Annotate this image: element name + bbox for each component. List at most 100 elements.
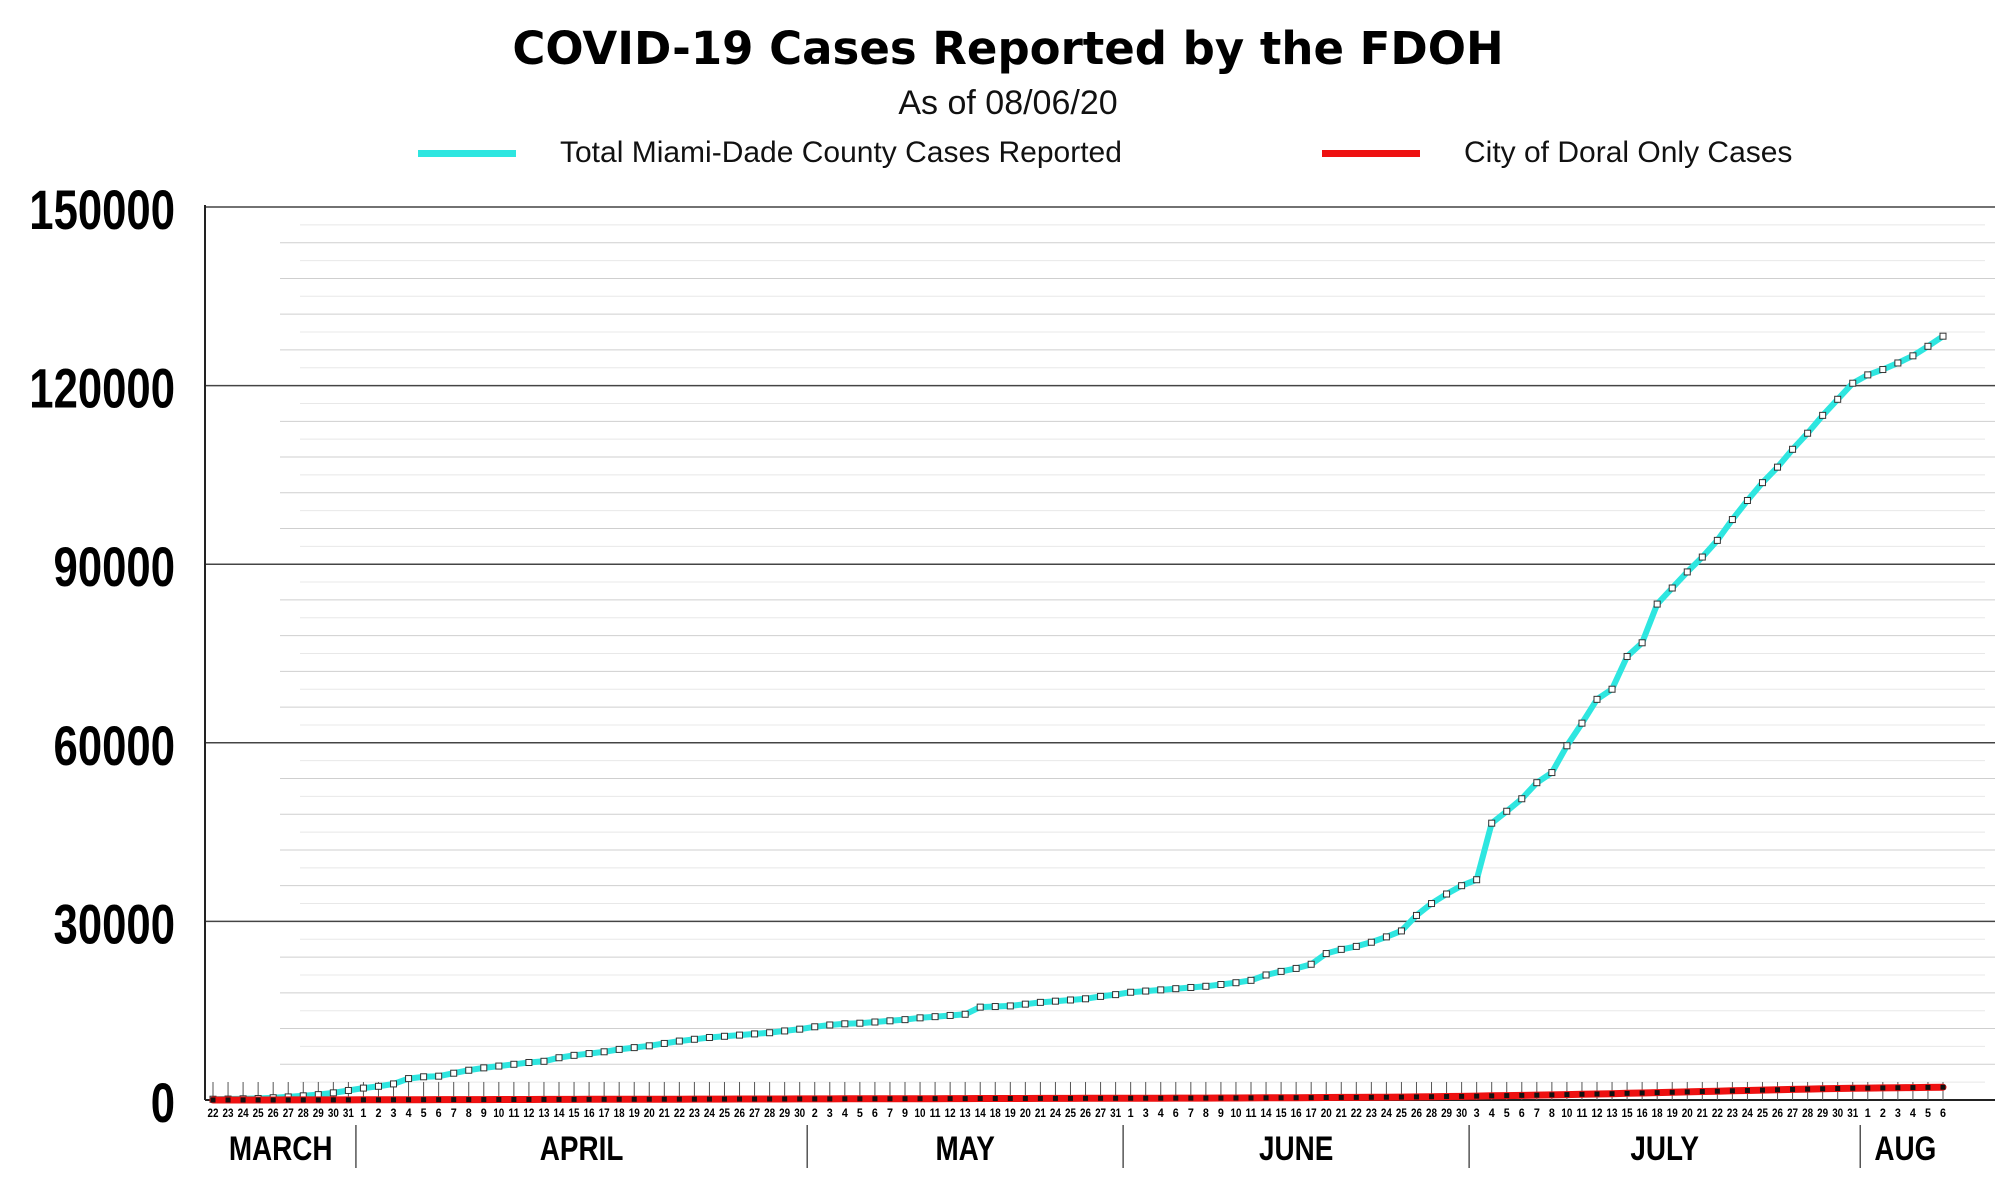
county-point <box>1412 911 1420 919</box>
x-day-label: 24 <box>1381 1106 1392 1120</box>
doral-point <box>812 1096 818 1102</box>
doral-point <box>1368 1094 1374 1100</box>
x-day-label: 26 <box>1411 1106 1422 1120</box>
x-day-label: 7 <box>1534 1106 1540 1120</box>
county-point <box>1006 1002 1014 1010</box>
county-point <box>450 1069 458 1077</box>
x-day-label: 21 <box>1336 1106 1347 1120</box>
legend-county-label: Total Miami-Dade County Cases Reported <box>560 136 1122 169</box>
county-point <box>1834 395 1842 403</box>
doral-point <box>1474 1093 1480 1099</box>
county-point <box>1864 371 1872 379</box>
x-day-label: 22 <box>1351 1106 1362 1120</box>
x-month-label: APRIL <box>540 1129 624 1167</box>
x-day-label: 26 <box>1080 1106 1091 1120</box>
doral-point <box>1639 1090 1645 1096</box>
county-point <box>1157 986 1165 994</box>
county-point <box>1458 882 1466 890</box>
county-point <box>630 1044 638 1052</box>
x-day-label: 18 <box>614 1106 625 1120</box>
county-series-line <box>210 333 1946 1103</box>
county-point <box>766 1029 774 1037</box>
x-day-label: 15 <box>569 1106 580 1120</box>
x-day-label: 10 <box>915 1106 926 1120</box>
county-point <box>826 1021 834 1029</box>
minor-gridlines <box>280 224 1995 1083</box>
x-day-label: 11 <box>1576 1106 1587 1120</box>
county-point <box>1518 795 1526 803</box>
x-day-label: 29 <box>779 1106 790 1120</box>
county-point <box>660 1039 668 1047</box>
doral-point <box>1940 1084 1946 1090</box>
doral-point <box>1203 1095 1209 1101</box>
doral-point <box>1729 1088 1735 1094</box>
county-point <box>1924 342 1932 350</box>
doral-point <box>451 1097 457 1103</box>
doral-point <box>1549 1092 1555 1098</box>
x-day-label: 23 <box>223 1106 234 1120</box>
doral-point <box>962 1096 968 1102</box>
county-point <box>1563 742 1571 750</box>
county-point <box>736 1031 744 1039</box>
doral-point <box>1052 1095 1058 1101</box>
x-day-label: 5 <box>421 1106 427 1120</box>
legend-doral: City of Doral Only Cases <box>1322 136 1792 170</box>
doral-point <box>225 1097 231 1103</box>
x-day-label: 3 <box>1143 1106 1149 1120</box>
doral-point <box>1037 1095 1043 1101</box>
y-tick-label: 30000 <box>54 893 175 955</box>
county-point <box>1683 568 1691 576</box>
x-day-label: 31 <box>1110 1106 1121 1120</box>
x-day-label: 29 <box>1817 1106 1828 1120</box>
x-day-label: 28 <box>1426 1106 1437 1120</box>
x-day-label: 23 <box>1366 1106 1377 1120</box>
x-day-label: 3 <box>1895 1106 1901 1120</box>
doral-point <box>1925 1084 1931 1090</box>
county-point <box>555 1054 563 1062</box>
doral-point <box>1609 1091 1615 1097</box>
county-point <box>390 1080 398 1088</box>
doral-series-line <box>209 1083 1947 1104</box>
x-day-label: 20 <box>644 1106 655 1120</box>
county-point <box>871 1018 879 1026</box>
county-point <box>480 1064 488 1072</box>
county-point <box>1728 516 1736 524</box>
county-point <box>1819 411 1827 419</box>
county-point <box>1443 890 1451 898</box>
doral-point <box>511 1096 517 1102</box>
x-day-label: 3 <box>827 1106 833 1120</box>
x-day-label: 22 <box>674 1106 685 1120</box>
county-point <box>1698 553 1706 561</box>
county-point <box>525 1058 533 1066</box>
county-point <box>374 1082 382 1090</box>
x-day-label: 1 <box>360 1106 366 1120</box>
doral-point <box>691 1096 697 1102</box>
county-point <box>1879 366 1887 374</box>
major-gridlines <box>205 206 1995 1101</box>
x-day-label: 9 <box>902 1106 908 1120</box>
chart-subtitle: As of 08/06/20 <box>898 84 1118 122</box>
county-point <box>1127 988 1135 996</box>
x-day-label: 20 <box>1321 1106 1332 1120</box>
x-day-label: 30 <box>794 1106 805 1120</box>
doral-point <box>872 1096 878 1102</box>
county-point <box>1608 685 1616 693</box>
doral-point <box>1775 1087 1781 1093</box>
doral-point <box>1714 1088 1720 1094</box>
x-day-label: 16 <box>1637 1106 1648 1120</box>
doral-point <box>300 1097 306 1103</box>
x-day-label: 8 <box>1203 1106 1209 1120</box>
x-day-label: 17 <box>1306 1106 1317 1120</box>
x-day-label: 24 <box>238 1106 249 1120</box>
county-point <box>976 1003 984 1011</box>
doral-point <box>1128 1095 1134 1101</box>
county-point <box>1533 779 1541 787</box>
x-day-label: 26 <box>268 1106 279 1120</box>
x-day-label: 18 <box>1652 1106 1663 1120</box>
county-point <box>405 1075 413 1083</box>
legend-county-swatch <box>418 149 516 157</box>
county-point <box>1804 429 1812 437</box>
county-point <box>420 1073 428 1081</box>
county-point <box>1428 900 1436 908</box>
